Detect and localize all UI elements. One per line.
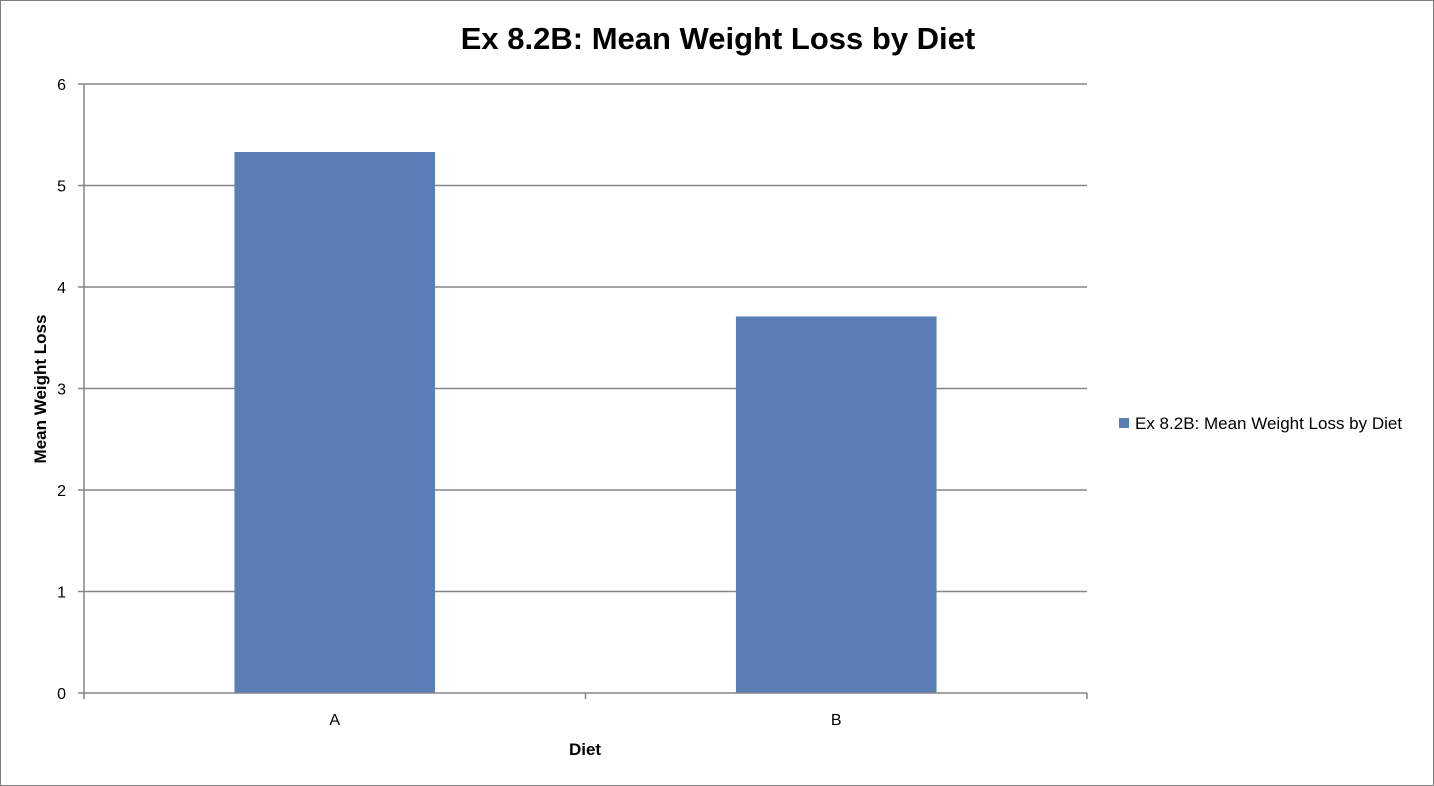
y-tick-label: 2 [57,483,66,500]
y-tick-label: 3 [57,382,66,399]
y-tick-labels: 0 1 2 3 4 5 6 [57,77,66,703]
bar-a [234,152,436,693]
legend-swatch [1119,418,1129,428]
x-tick-label: A [329,712,340,729]
y-tick-label: 1 [57,585,66,602]
y-tick-label: 0 [57,686,66,703]
axes [78,83,1088,699]
bars [234,152,937,693]
y-tick-label: 6 [57,77,66,94]
y-tick-label: 5 [57,179,66,196]
y-axis-label: Mean Weight Loss [31,315,50,464]
x-axis-label: Diet [569,740,601,759]
chart-title: Ex 8.2B: Mean Weight Loss by Diet [461,21,975,56]
legend-entry: Ex 8.2B: Mean Weight Loss by Diet [1135,414,1402,433]
bar-b [735,316,937,693]
x-tick-label: B [831,712,842,729]
y-tick-label: 4 [57,280,66,297]
legend: Ex 8.2B: Mean Weight Loss by Diet [1119,414,1402,433]
